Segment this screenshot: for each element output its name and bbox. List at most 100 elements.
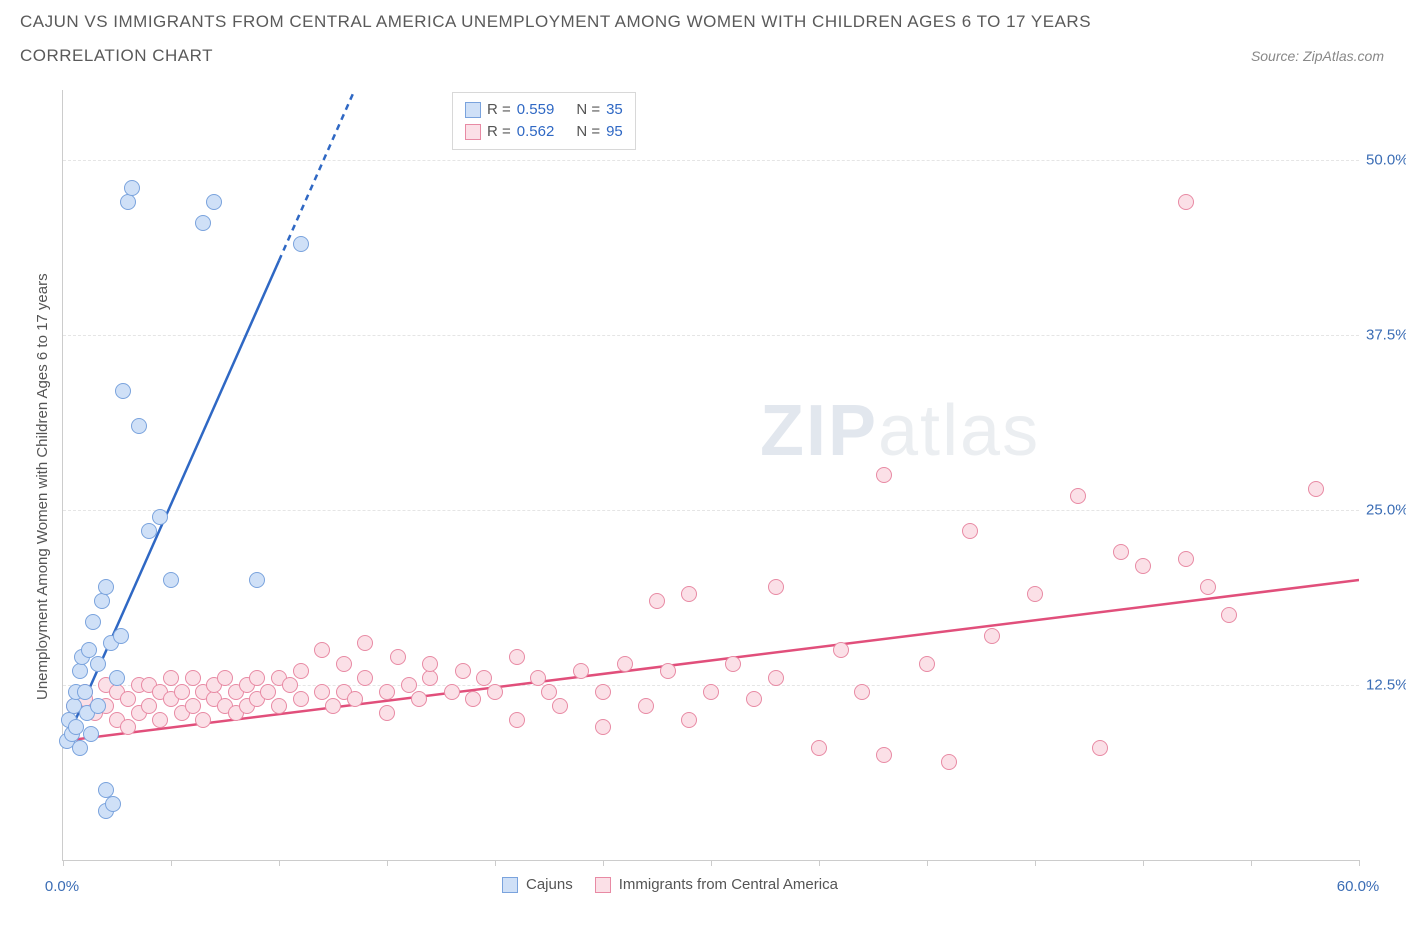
immigrants-point	[465, 691, 481, 707]
cajuns-point	[293, 236, 309, 252]
immigrants-point	[120, 691, 136, 707]
immigrants-point	[120, 719, 136, 735]
immigrants-point	[379, 705, 395, 721]
x-tick	[1251, 860, 1252, 866]
immigrants-point	[163, 670, 179, 686]
legend-label: Cajuns	[526, 876, 573, 893]
immigrants-point	[390, 649, 406, 665]
scatter-plot	[62, 90, 1359, 861]
x-tick	[279, 860, 280, 866]
immigrants-point	[217, 670, 233, 686]
immigrants-point	[249, 670, 265, 686]
y-tick-label: 37.5%	[1366, 327, 1406, 344]
immigrants-point	[1113, 544, 1129, 560]
immigrants-point	[876, 467, 892, 483]
legend-label: Immigrants from Central America	[619, 876, 838, 893]
legend-swatch	[502, 877, 518, 893]
immigrants-point	[552, 698, 568, 714]
y-tick-label: 25.0%	[1366, 502, 1406, 519]
immigrants-point	[768, 670, 784, 686]
immigrants-point	[444, 684, 460, 700]
immigrants-point	[293, 663, 309, 679]
legend-swatch	[595, 877, 611, 893]
immigrants-point	[1178, 194, 1194, 210]
immigrants-point	[141, 698, 157, 714]
immigrants-point	[271, 698, 287, 714]
stats-legend-row: R = 0.559N = 35	[465, 99, 623, 121]
immigrants-point	[768, 579, 784, 595]
immigrants-point	[811, 740, 827, 756]
immigrants-point	[541, 684, 557, 700]
y-tick-label: 12.5%	[1366, 677, 1406, 694]
immigrants-point	[1178, 551, 1194, 567]
immigrants-point	[1070, 488, 1086, 504]
cajuns-point	[195, 215, 211, 231]
immigrants-point	[649, 593, 665, 609]
immigrants-point	[833, 642, 849, 658]
series-legend: Cajuns Immigrants from Central America	[502, 876, 838, 893]
immigrants-point	[1221, 607, 1237, 623]
gridline	[63, 510, 1359, 511]
immigrants-point	[1135, 558, 1151, 574]
immigrants-point	[573, 663, 589, 679]
immigrants-point	[422, 670, 438, 686]
immigrants-point	[703, 684, 719, 700]
legend-item: Immigrants from Central America	[595, 876, 838, 893]
cajuns-point	[72, 663, 88, 679]
immigrants-point	[941, 754, 957, 770]
immigrants-point	[876, 747, 892, 763]
cajuns-point	[206, 194, 222, 210]
x-tick	[495, 860, 496, 866]
gridline	[63, 160, 1359, 161]
y-tick-label: 50.0%	[1366, 152, 1406, 169]
cajuns-point	[131, 418, 147, 434]
cajuns-point	[249, 572, 265, 588]
x-tick	[1143, 860, 1144, 866]
immigrants-point	[509, 712, 525, 728]
cajuns-point	[113, 628, 129, 644]
immigrants-point	[660, 663, 676, 679]
immigrants-point	[1027, 586, 1043, 602]
immigrants-point	[984, 628, 1000, 644]
immigrants-point	[336, 656, 352, 672]
x-tick-label: 0.0%	[45, 878, 79, 895]
r-label: R =	[487, 99, 511, 121]
immigrants-point	[1200, 579, 1216, 595]
immigrants-point	[422, 656, 438, 672]
cajuns-point	[141, 523, 157, 539]
immigrants-point	[530, 670, 546, 686]
immigrants-point	[293, 691, 309, 707]
cajuns-point	[152, 509, 168, 525]
x-tick	[819, 860, 820, 866]
immigrants-point	[314, 684, 330, 700]
cajuns-point	[109, 670, 125, 686]
source-label: Source: ZipAtlas.com	[1251, 48, 1384, 64]
cajuns-point	[68, 719, 84, 735]
cajuns-point	[85, 614, 101, 630]
immigrants-point	[357, 670, 373, 686]
immigrants-point	[854, 684, 870, 700]
immigrants-point	[195, 712, 211, 728]
legend-swatch	[465, 124, 481, 140]
x-tick	[387, 860, 388, 866]
immigrants-point	[185, 698, 201, 714]
y-axis-label: Unemployment Among Women with Children A…	[34, 273, 51, 700]
immigrants-point	[681, 586, 697, 602]
n-value: 35	[606, 99, 623, 121]
immigrants-point	[347, 691, 363, 707]
n-label: N =	[576, 99, 600, 121]
cajuns-point	[105, 796, 121, 812]
x-tick	[63, 860, 64, 866]
r-value: 0.562	[517, 121, 555, 143]
immigrants-point	[962, 523, 978, 539]
immigrants-point	[260, 684, 276, 700]
immigrants-point	[1308, 481, 1324, 497]
n-label: N =	[576, 121, 600, 143]
cajuns-point	[94, 593, 110, 609]
cajuns-point	[72, 740, 88, 756]
cajuns-point	[163, 572, 179, 588]
cajuns-point	[83, 726, 99, 742]
cajuns-point	[124, 180, 140, 196]
cajuns-point	[77, 684, 93, 700]
immigrants-point	[185, 670, 201, 686]
